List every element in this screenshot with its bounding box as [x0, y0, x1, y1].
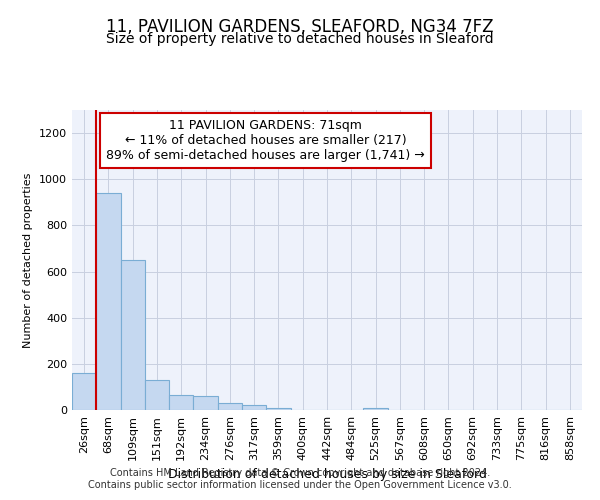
Text: 11 PAVILION GARDENS: 71sqm
← 11% of detached houses are smaller (217)
89% of sem: 11 PAVILION GARDENS: 71sqm ← 11% of deta… — [106, 119, 425, 162]
Bar — [121, 260, 145, 410]
Text: Contains public sector information licensed under the Open Government Licence v3: Contains public sector information licen… — [88, 480, 512, 490]
Text: Contains HM Land Registry data © Crown copyright and database right 2024.: Contains HM Land Registry data © Crown c… — [110, 468, 490, 477]
Text: Size of property relative to detached houses in Sleaford: Size of property relative to detached ho… — [106, 32, 494, 46]
Y-axis label: Number of detached properties: Number of detached properties — [23, 172, 34, 348]
Bar — [242, 406, 266, 410]
Bar — [72, 373, 96, 410]
Bar — [96, 193, 121, 410]
Bar — [169, 395, 193, 410]
Bar — [364, 408, 388, 410]
Bar — [266, 408, 290, 410]
Text: 11, PAVILION GARDENS, SLEAFORD, NG34 7FZ: 11, PAVILION GARDENS, SLEAFORD, NG34 7FZ — [106, 18, 494, 36]
Bar — [193, 396, 218, 410]
X-axis label: Distribution of detached houses by size in Sleaford: Distribution of detached houses by size … — [167, 468, 487, 481]
Bar — [145, 380, 169, 410]
Bar — [218, 403, 242, 410]
